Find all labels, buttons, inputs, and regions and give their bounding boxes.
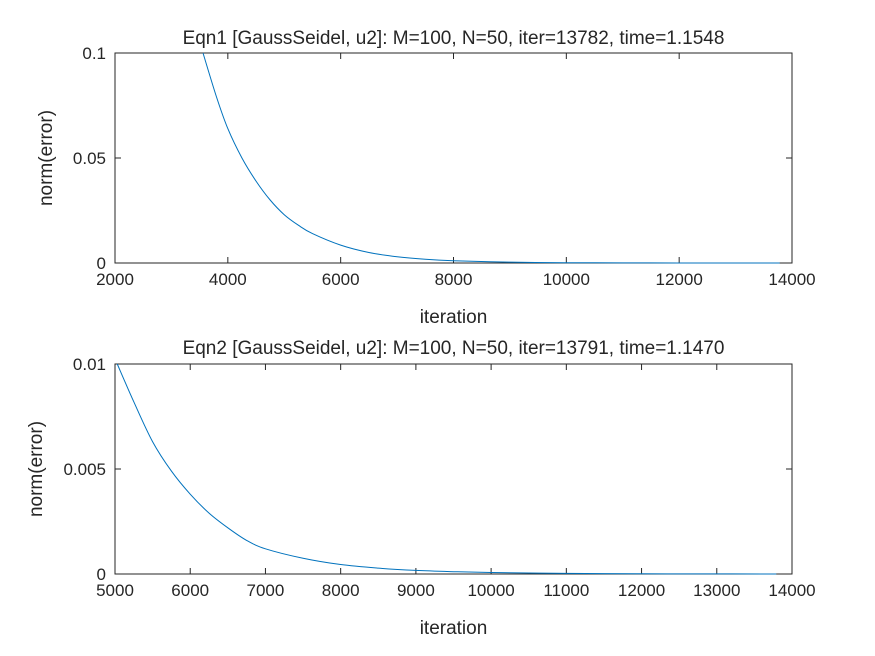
x-tick-label: 5000	[96, 581, 134, 600]
x-axis-label-1: iteration	[420, 307, 488, 328]
y-tick-label: 0	[97, 254, 106, 273]
x-tick-label: 12000	[656, 270, 703, 289]
x-tick-label: 10000	[467, 581, 514, 600]
x-axis-label-2: iteration	[420, 618, 488, 639]
series-1	[202, 52, 780, 264]
axes-box-1	[114, 52, 793, 264]
series-line	[116, 363, 777, 575]
x-tick-label: 12000	[618, 581, 665, 600]
x-tick-label: 7000	[247, 581, 285, 600]
series-line	[202, 52, 780, 264]
subplot-1: Eqn1 [GaussSeidel, u2]: M=100, N=50, ite…	[36, 28, 816, 328]
x-tick-label: 11000	[543, 581, 589, 600]
y-tick-label: 0	[97, 565, 106, 584]
chart-title-2: Eqn2 [GaussSeidel, u2]: M=100, N=50, ite…	[183, 338, 725, 359]
x-tick-label: 13000	[693, 581, 740, 600]
y-ticks-2: 0 0.005 0.01	[63, 355, 792, 584]
chart-title-1: Eqn1 [GaussSeidel, u2]: M=100, N=50, ite…	[183, 28, 725, 49]
x-tick-label: 9000	[397, 581, 435, 600]
subplot-2: Eqn2 [GaussSeidel, u2]: M=100, N=50, ite…	[26, 338, 816, 639]
y-tick-label: 0.005	[63, 460, 106, 479]
x-tick-label: 14000	[768, 581, 815, 600]
axes-box-2	[114, 363, 793, 575]
x-tick-label: 8000	[435, 270, 473, 289]
x-tick-label: 6000	[171, 581, 209, 600]
x-tick-label: 14000	[768, 270, 815, 289]
y-axis-label-1: norm(error)	[36, 110, 57, 206]
x-tick-label: 8000	[322, 581, 360, 600]
series-2	[116, 363, 777, 575]
y-ticks-1: 0 0.05 0.1	[73, 44, 792, 273]
x-tick-label: 2000	[96, 270, 134, 289]
x-tick-label: 4000	[209, 270, 247, 289]
y-axis-label-2: norm(error)	[26, 421, 47, 517]
x-ticks-1: 2000 4000 6000 8000 10000 12000 14000	[96, 53, 816, 289]
y-tick-label: 0.05	[73, 149, 106, 168]
y-tick-label: 0.1	[82, 44, 106, 63]
x-tick-label: 6000	[322, 270, 360, 289]
x-tick-label: 10000	[543, 270, 590, 289]
x-ticks-2: 5000 6000 7000 8000 9000 10000 11000 12000 13000…	[96, 364, 816, 600]
y-tick-label: 0.01	[73, 355, 106, 374]
